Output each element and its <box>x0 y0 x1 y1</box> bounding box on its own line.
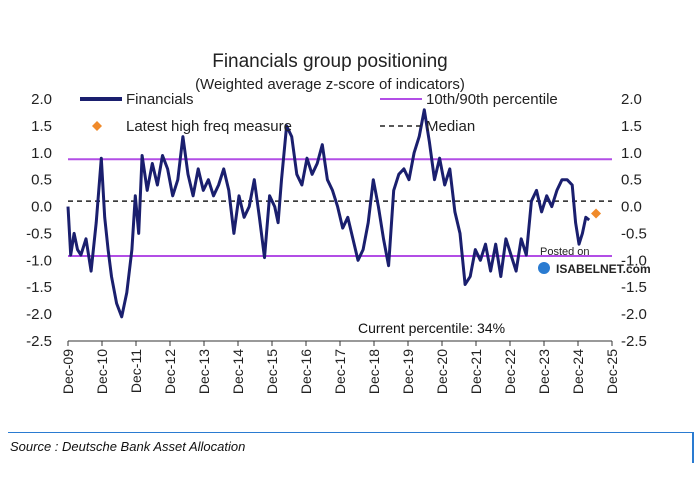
x-tick-16: Dec-25 <box>604 349 620 394</box>
legend-financials-label: Financials <box>126 91 194 108</box>
source-note: Source : Deutsche Bank Asset Allocation <box>10 439 246 454</box>
source-box: Source : Deutsche Bank Asset Allocation <box>8 432 694 463</box>
x-axis: Dec-09 Dec-10 Dec-11 Dec-12 Dec-13 Dec-14 Dec-… <box>60 341 620 394</box>
y-tick-left-1: 1.5 <box>31 118 52 135</box>
legend-high-freq-label: Latest high freq measure <box>126 118 292 135</box>
legend: Financials 10th/90th percentile Latest h… <box>80 91 558 135</box>
x-tick-3: Dec-12 <box>162 349 178 394</box>
y-tick-left-3: 0.5 <box>31 172 52 189</box>
financials-series-line <box>66 108 591 319</box>
x-tick-13: Dec-22 <box>502 349 518 394</box>
latest-high-freq-marker <box>591 208 602 219</box>
y-tick-right-8: -2.0 <box>621 306 647 323</box>
chart-title: Financials group positioning <box>212 51 448 72</box>
x-tick-12: Dec-21 <box>468 349 484 394</box>
x-tick-8: Dec-17 <box>332 349 348 394</box>
y-tick-left-8: -2.0 <box>26 306 52 323</box>
watermark-logo-icon <box>538 262 550 274</box>
y-tick-left-2: 1.0 <box>31 145 52 162</box>
watermark-posted: Posted on <box>540 246 590 258</box>
legend-percentile-label: 10th/90th percentile <box>426 91 558 108</box>
y-tick-right-3: 0.5 <box>621 172 642 189</box>
y-axis-left: 2.0 1.5 1.0 0.5 0.0 -0.5 -1.0 -1.5 -2.0 -2.5 <box>26 91 52 350</box>
x-tick-9: Dec-18 <box>366 349 382 394</box>
y-tick-right-2: 1.0 <box>621 145 642 162</box>
x-tick-14: Dec-23 <box>536 349 552 394</box>
x-tick-10: Dec-19 <box>400 349 416 394</box>
legend-high-freq-swatch <box>92 121 102 131</box>
x-tick-15: Dec-24 <box>570 349 586 394</box>
x-tick-7: Dec-16 <box>298 349 314 394</box>
watermark: Posted on ISABELNET.com <box>538 246 651 276</box>
watermark-brand: ISABELNET.com <box>556 262 651 276</box>
x-tick-0: Dec-09 <box>60 349 76 394</box>
y-tick-right-1: 1.5 <box>621 118 642 135</box>
y-tick-right-0: 2.0 <box>621 91 642 108</box>
y-tick-left-9: -2.5 <box>26 333 52 350</box>
x-tick-4: Dec-13 <box>196 349 212 394</box>
y-tick-right-9: -2.5 <box>621 333 647 350</box>
x-tick-1: Dec-10 <box>94 349 110 394</box>
y-tick-left-5: -0.5 <box>26 225 52 242</box>
x-tick-6: Dec-15 <box>264 349 280 394</box>
y-tick-right-7: -1.5 <box>621 279 647 296</box>
chart-subtitle: (Weighted average z-score of indicators) <box>195 76 465 93</box>
y-tick-left-4: 0.0 <box>31 199 52 216</box>
x-tick-5: Dec-14 <box>230 349 246 394</box>
x-tick-11: Dec-20 <box>434 349 450 394</box>
y-tick-right-6: -1.0 <box>621 252 647 269</box>
y-axis-right: 2.0 1.5 1.0 0.5 0.0 -0.5 -1.0 -1.5 -2.0 -2.5 <box>621 91 647 350</box>
legend-median-label: Median <box>426 118 475 135</box>
y-tick-right-5: -0.5 <box>621 225 647 242</box>
y-tick-left-6: -1.0 <box>26 252 52 269</box>
current-percentile-annotation: Current percentile: 34% <box>358 320 505 336</box>
x-tick-2: Dec-11 <box>128 349 144 393</box>
y-tick-left-7: -1.5 <box>26 279 52 296</box>
y-tick-right-4: 0.0 <box>621 199 642 216</box>
y-tick-left-0: 2.0 <box>31 91 52 108</box>
